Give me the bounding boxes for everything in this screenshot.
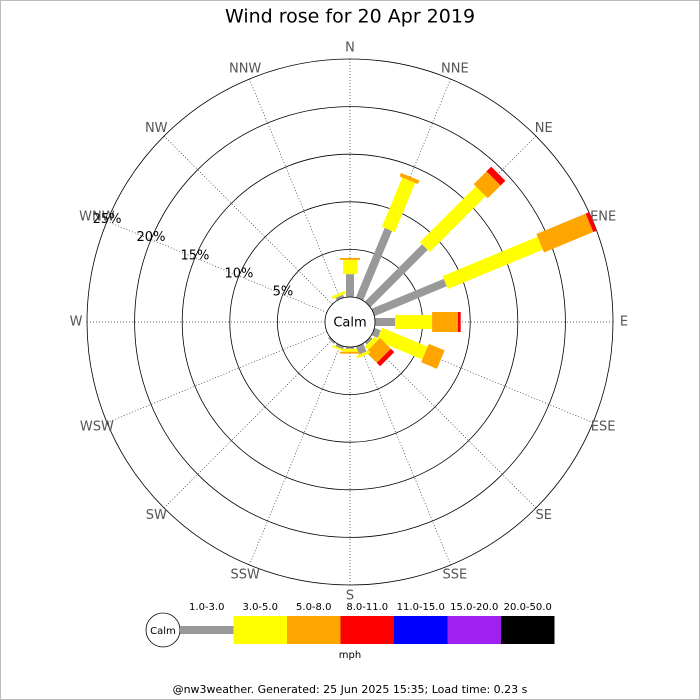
direction-label: E xyxy=(620,315,628,330)
legend-label: 11.0-15.0 xyxy=(397,602,445,613)
direction-label: WNW xyxy=(79,210,115,225)
legend-swatch xyxy=(501,616,555,644)
legend-swatch xyxy=(340,616,394,644)
legend-swatch xyxy=(447,616,501,644)
legend-swatch xyxy=(180,626,234,634)
wind-bar xyxy=(356,350,371,359)
ring-label: 20% xyxy=(137,230,166,245)
wind-bar xyxy=(473,171,501,199)
legend-label: 3.0-5.0 xyxy=(243,602,278,613)
direction-label: ENE xyxy=(590,210,616,225)
legend-label: 15.0-20.0 xyxy=(450,602,498,613)
direction-label: WSW xyxy=(80,419,114,434)
direction-label: N xyxy=(345,41,355,56)
wind-bar xyxy=(332,345,346,353)
spoke xyxy=(163,339,333,509)
direction-label: ESE xyxy=(591,419,616,434)
legend-label: 20.0-50.0 xyxy=(504,602,552,613)
legend-label: 8.0-11.0 xyxy=(346,602,388,613)
footer: @nw3weather. Generated: 25 Jun 2025 15:3… xyxy=(173,683,528,696)
ring-label: 10% xyxy=(224,267,253,282)
ring-label: 15% xyxy=(181,248,210,263)
spoke xyxy=(359,344,451,566)
legend-unit: mph xyxy=(339,650,361,661)
wind-bar xyxy=(421,343,445,369)
direction-label: NNE xyxy=(441,61,469,76)
calm-circle xyxy=(324,296,376,348)
legend-swatch xyxy=(287,616,341,644)
spoke xyxy=(163,135,333,305)
wind-bar xyxy=(371,327,381,338)
ring xyxy=(229,201,471,443)
spoke xyxy=(249,344,341,566)
direction-label: SE xyxy=(536,508,552,523)
direction-label: SW xyxy=(146,508,167,523)
direction-label: S xyxy=(346,589,354,604)
wind-bar xyxy=(335,294,345,301)
wind-bar xyxy=(364,336,373,345)
direction-label: SSW xyxy=(230,568,260,583)
wind-bar xyxy=(364,336,379,351)
direction-label: NNW xyxy=(229,61,261,76)
wind-bar xyxy=(399,172,420,184)
wind-bar xyxy=(355,343,367,355)
direction-label: W xyxy=(70,315,83,330)
wind-bar xyxy=(331,290,346,299)
wind-bar xyxy=(381,177,416,233)
spoke xyxy=(249,78,341,300)
spoke xyxy=(106,221,328,313)
legend-label: 5.0-8.0 xyxy=(296,602,331,613)
direction-label: NE xyxy=(535,121,553,136)
wind-bar xyxy=(364,244,428,308)
wind-bar xyxy=(486,166,506,186)
ring-label: 25% xyxy=(93,212,122,227)
ring xyxy=(134,106,566,538)
spoke xyxy=(106,331,328,423)
legend-swatch xyxy=(233,616,287,644)
wind-bar xyxy=(355,227,393,301)
ring xyxy=(181,153,519,491)
wind-bar xyxy=(442,236,543,290)
direction-label: SSE xyxy=(442,568,467,583)
legend-swatch xyxy=(394,616,448,644)
wind-bar xyxy=(376,327,428,360)
spoke xyxy=(367,339,537,509)
ring-label: 5% xyxy=(273,285,294,300)
wind-bar xyxy=(365,337,391,363)
legend-label: 1.0-3.0 xyxy=(189,602,224,613)
calm-label: Calm xyxy=(333,316,366,331)
wind-bar xyxy=(371,278,447,317)
chart-title: Wind rose for 20 Apr 2019 xyxy=(225,6,475,28)
wind-bar xyxy=(376,348,395,367)
wind-bar xyxy=(585,212,597,233)
wind-bar xyxy=(335,343,345,350)
wind-bar xyxy=(536,213,594,253)
direction-label: NW xyxy=(145,121,168,136)
wind-bar xyxy=(419,186,486,253)
legend-calm-label: Calm xyxy=(150,626,176,637)
